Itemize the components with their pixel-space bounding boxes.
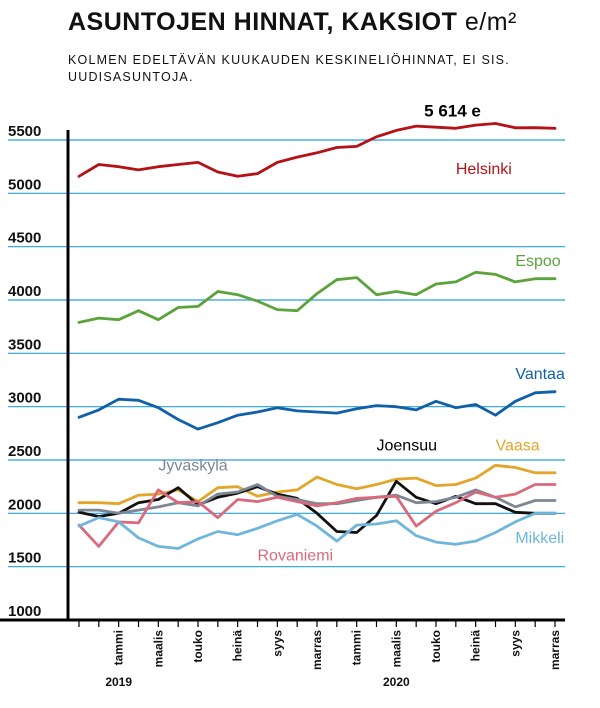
series-line-espoo	[77, 270, 557, 324]
series-label-mikkeli: Mikkeli	[515, 530, 564, 547]
x-tick-label: marras	[310, 630, 324, 670]
series-label-espoo: Espoo	[515, 253, 560, 270]
x-tick-label: tammi	[350, 630, 364, 665]
chart-subtitle: KOLMEN EDELTÄVÄN KUUKAUDEN KESKINELIÖHIN…	[68, 53, 510, 84]
y-tick-label: 5000	[8, 176, 41, 193]
series-lines	[77, 122, 557, 550]
y-tick-label: 1500	[8, 550, 41, 567]
series-label-joensuu: Joensuu	[377, 437, 438, 454]
series-label-vaasa: Vaasa	[496, 437, 540, 454]
year-labels: 2019 2020	[105, 675, 410, 689]
y-tick-label: 5500	[8, 123, 41, 140]
series-label-jyvaskyla: Jyväskylä	[158, 458, 227, 475]
y-tick-label: 1000	[8, 603, 41, 620]
series-line-helsinki	[77, 122, 557, 178]
series-label-helsinki: Helsinki	[456, 161, 512, 178]
x-axis	[0, 130, 565, 627]
series-line-rovaniemi	[77, 483, 557, 548]
grid-lines	[8, 139, 565, 568]
x-tick-label: touko	[191, 630, 205, 663]
series-label-rovaniemi: Rovaniemi	[258, 547, 334, 564]
y-tick-label: 4500	[8, 230, 41, 247]
chart-title-unit: e/m²	[464, 8, 517, 36]
x-tick-label: touko	[429, 630, 443, 663]
y-tick-label: 4000	[8, 283, 41, 300]
year-label: 2019	[105, 675, 132, 689]
x-tick-label: maalis	[389, 630, 403, 668]
series-line-vaasa	[77, 463, 557, 506]
series-line-mikkeli	[77, 511, 557, 550]
series-label-vantaa: Vantaa	[515, 366, 565, 383]
x-tick-label: syys	[270, 630, 284, 657]
y-tick-label: 2000	[8, 496, 41, 513]
chart-title: ASUNTOJEN HINNAT, KAKSIOT e/m²	[68, 8, 517, 37]
x-axis-ticks: tammi maalis touko heinä syys marras tammi maal…	[112, 630, 562, 670]
y-tick-label: 3000	[8, 390, 41, 407]
x-tick-label: marras	[548, 630, 562, 670]
x-tick-label: heinä	[469, 630, 483, 662]
y-tick-label: 2500	[8, 443, 41, 460]
x-tick-label: tammi	[112, 630, 126, 665]
series-line-joensuu	[77, 479, 557, 534]
series-line-jyvaskyla	[77, 483, 557, 515]
x-tick-label: maalis	[151, 630, 165, 668]
helsinki-peak-label: 5 614 e	[424, 102, 481, 121]
chart-title-text: ASUNTOJEN HINNAT, KAKSIOT	[68, 8, 458, 36]
series-labels: Helsinki Espoo Vantaa Vaasa Joensuu Jyväskylä…	[158, 161, 565, 564]
x-tick-label: syys	[508, 630, 522, 657]
y-tick-label: 3500	[8, 336, 41, 353]
series-line-vantaa	[77, 390, 557, 431]
year-label: 2020	[383, 675, 410, 689]
x-tick-label: heinä	[231, 630, 245, 662]
y-axis-ticks: 1000 1500 2000 2500 3000 3500 4000 4500 5000 5500	[8, 123, 41, 620]
